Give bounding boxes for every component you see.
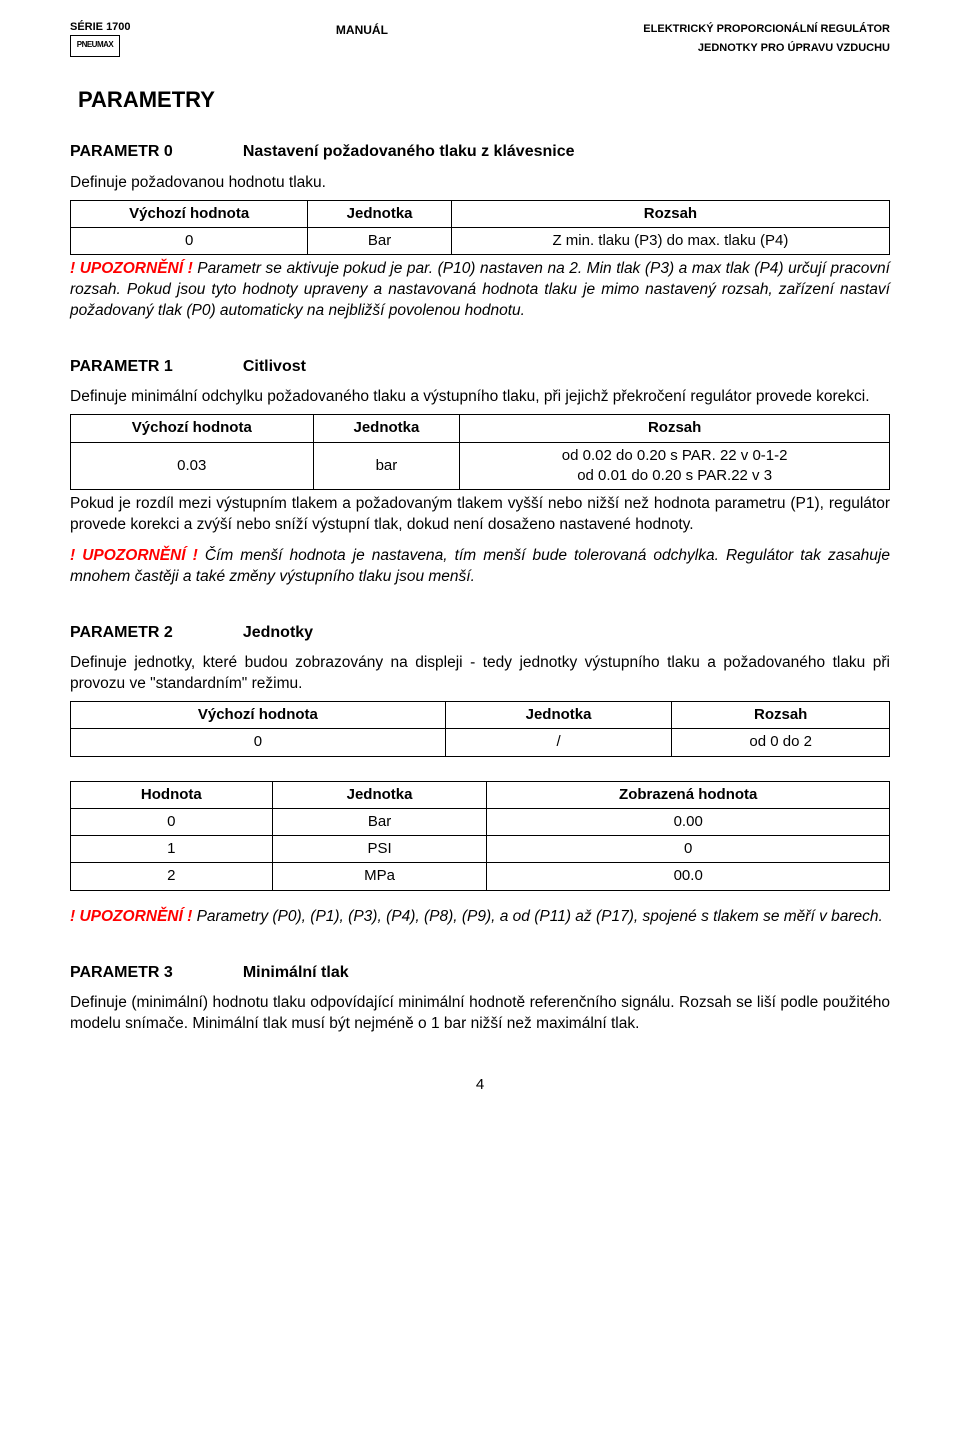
table-header: Výchozí hodnota bbox=[71, 415, 314, 442]
param0-warning: ! UPOZORNĚNÍ ! Parametr se aktivuje poku… bbox=[70, 259, 890, 322]
table-cell: 0 bbox=[71, 227, 308, 254]
header-right: ELEKTRICKÝ PROPORCIONÁLNÍ REGULÁTOR JEDN… bbox=[643, 20, 890, 57]
table-row: Výchozí hodnota Jednotka Rozsah bbox=[71, 702, 890, 729]
series-label: SÉRIE 1700 bbox=[70, 20, 131, 35]
param0-desc: Definuje požadovanou hodnotu tlaku. bbox=[70, 173, 890, 194]
section-title: PARAMETRY bbox=[78, 85, 890, 115]
param2-title-left: PARAMETR 2 bbox=[70, 624, 173, 641]
table-row: Výchozí hodnota Jednotka Rozsah bbox=[71, 415, 890, 442]
table-header: Výchozí hodnota bbox=[71, 200, 308, 227]
page-number: 4 bbox=[70, 1075, 890, 1095]
param2-table2: Hodnota Jednotka Zobrazená hodnota 0 Bar… bbox=[70, 781, 890, 891]
param0-table: Výchozí hodnota Jednotka Rozsah 0 Bar Z … bbox=[70, 200, 890, 256]
table-cell-line1: od 0.02 do 0.20 s PAR. 22 v 0-1-2 bbox=[468, 446, 881, 466]
table-cell: 2 bbox=[71, 863, 273, 890]
param1-title-left: PARAMETR 1 bbox=[70, 358, 173, 375]
table-cell: 1 bbox=[71, 836, 273, 863]
table-cell: Bar bbox=[272, 808, 487, 835]
header-left-text: SÉRIE 1700 PNEUMAX bbox=[70, 20, 131, 57]
table-header: Hodnota bbox=[71, 781, 273, 808]
page-header: SÉRIE 1700 PNEUMAX MANUÁL ELEKTRICKÝ PRO… bbox=[70, 20, 890, 57]
table-cell: 0 bbox=[71, 729, 446, 756]
param3-block: PARAMETR 3 Minimální tlak Definuje (minim… bbox=[70, 962, 890, 1035]
warning-text: Parametr se aktivuje pokud je par. (P10)… bbox=[70, 260, 890, 319]
table-cell: 0 bbox=[71, 808, 273, 835]
table-header: Jednotka bbox=[313, 415, 460, 442]
table-row: 0 Bar Z min. tlaku (P3) do max. tlaku (P… bbox=[71, 227, 890, 254]
table-cell: od 0.02 do 0.20 s PAR. 22 v 0-1-2 od 0.0… bbox=[460, 442, 890, 490]
param3-title: PARAMETR 3 Minimální tlak bbox=[70, 962, 890, 984]
table-header: Jednotka bbox=[445, 702, 672, 729]
warning-label: ! UPOZORNĚNÍ ! bbox=[70, 547, 198, 564]
param1-desc: Definuje minimální odchylku požadovaného… bbox=[70, 387, 890, 408]
param1-title: PARAMETR 1 Citlivost bbox=[70, 356, 890, 378]
table-header: Rozsah bbox=[451, 200, 889, 227]
header-left: SÉRIE 1700 PNEUMAX bbox=[70, 20, 131, 57]
table-header: Jednotka bbox=[272, 781, 487, 808]
table-header: Rozsah bbox=[460, 415, 890, 442]
table-row: 0 / od 0 do 2 bbox=[71, 729, 890, 756]
table-row: 2 MPa 00.0 bbox=[71, 863, 890, 890]
param2-warning: ! UPOZORNĚNÍ ! Parametry (P0), (P1), (P3… bbox=[70, 907, 890, 928]
table-cell: 0 bbox=[487, 836, 890, 863]
table-header: Zobrazená hodnota bbox=[487, 781, 890, 808]
table-row: 0.03 bar od 0.02 do 0.20 s PAR. 22 v 0-1… bbox=[71, 442, 890, 490]
table-header: Jednotka bbox=[308, 200, 452, 227]
param2-block: PARAMETR 2 Jednotky Definuje jednotky, kt… bbox=[70, 622, 890, 928]
header-center: MANUÁL bbox=[336, 22, 388, 38]
logo-icon: PNEUMAX bbox=[70, 35, 120, 57]
param2-title-right: Jednotky bbox=[243, 624, 313, 641]
table-row: 0 Bar 0.00 bbox=[71, 808, 890, 835]
param1-table: Výchozí hodnota Jednotka Rozsah 0.03 bar… bbox=[70, 414, 890, 490]
table-cell: PSI bbox=[272, 836, 487, 863]
warning-label: ! UPOZORNĚNÍ ! bbox=[70, 260, 193, 277]
param3-title-right: Minimální tlak bbox=[243, 964, 349, 981]
table-cell: Z min. tlaku (P3) do max. tlaku (P4) bbox=[451, 227, 889, 254]
table-cell: od 0 do 2 bbox=[672, 729, 890, 756]
table-cell: 00.0 bbox=[487, 863, 890, 890]
param0-title-left: PARAMETR 0 bbox=[70, 143, 173, 160]
table-header: Rozsah bbox=[672, 702, 890, 729]
param0-title-right: Nastavení požadovaného tlaku z klávesnic… bbox=[243, 143, 575, 160]
header-right-line1: ELEKTRICKÝ PROPORCIONÁLNÍ REGULÁTOR bbox=[643, 20, 890, 39]
table-row: Hodnota Jednotka Zobrazená hodnota bbox=[71, 781, 890, 808]
param1-title-right: Citlivost bbox=[243, 358, 306, 375]
param2-desc: Definuje jednotky, které budou zobrazová… bbox=[70, 653, 890, 695]
table-cell: MPa bbox=[272, 863, 487, 890]
table-cell: bar bbox=[313, 442, 460, 490]
param3-title-left: PARAMETR 3 bbox=[70, 964, 173, 981]
table-cell: / bbox=[445, 729, 672, 756]
table-cell-line2: od 0.01 do 0.20 s PAR.22 v 3 bbox=[468, 466, 881, 486]
param3-desc: Definuje (minimální) hodnotu tlaku odpov… bbox=[70, 993, 890, 1035]
table-header: Výchozí hodnota bbox=[71, 702, 446, 729]
param1-after: Pokud je rozdíl mezi výstupním tlakem a … bbox=[70, 494, 890, 536]
warning-text: Parametry (P0), (P1), (P3), (P4), (P8), … bbox=[192, 908, 883, 925]
table-cell: Bar bbox=[308, 227, 452, 254]
param1-block: PARAMETR 1 Citlivost Definuje minimální o… bbox=[70, 356, 890, 588]
table-row: Výchozí hodnota Jednotka Rozsah bbox=[71, 200, 890, 227]
param2-table1: Výchozí hodnota Jednotka Rozsah 0 / od 0… bbox=[70, 701, 890, 757]
header-right-line2: JEDNOTKY PRO ÚPRAVU VZDUCHU bbox=[643, 39, 890, 58]
param0-block: PARAMETR 0 Nastavení požadovaného tlaku z… bbox=[70, 141, 890, 322]
param2-title: PARAMETR 2 Jednotky bbox=[70, 622, 890, 644]
table-row: 1 PSI 0 bbox=[71, 836, 890, 863]
param0-title: PARAMETR 0 Nastavení požadovaného tlaku z… bbox=[70, 141, 890, 163]
table-cell: 0.03 bbox=[71, 442, 314, 490]
warning-label: ! UPOZORNĚNÍ ! bbox=[70, 908, 192, 925]
table-cell: 0.00 bbox=[487, 808, 890, 835]
param1-warning: ! UPOZORNĚNÍ ! Čím menší hodnota je nast… bbox=[70, 546, 890, 588]
